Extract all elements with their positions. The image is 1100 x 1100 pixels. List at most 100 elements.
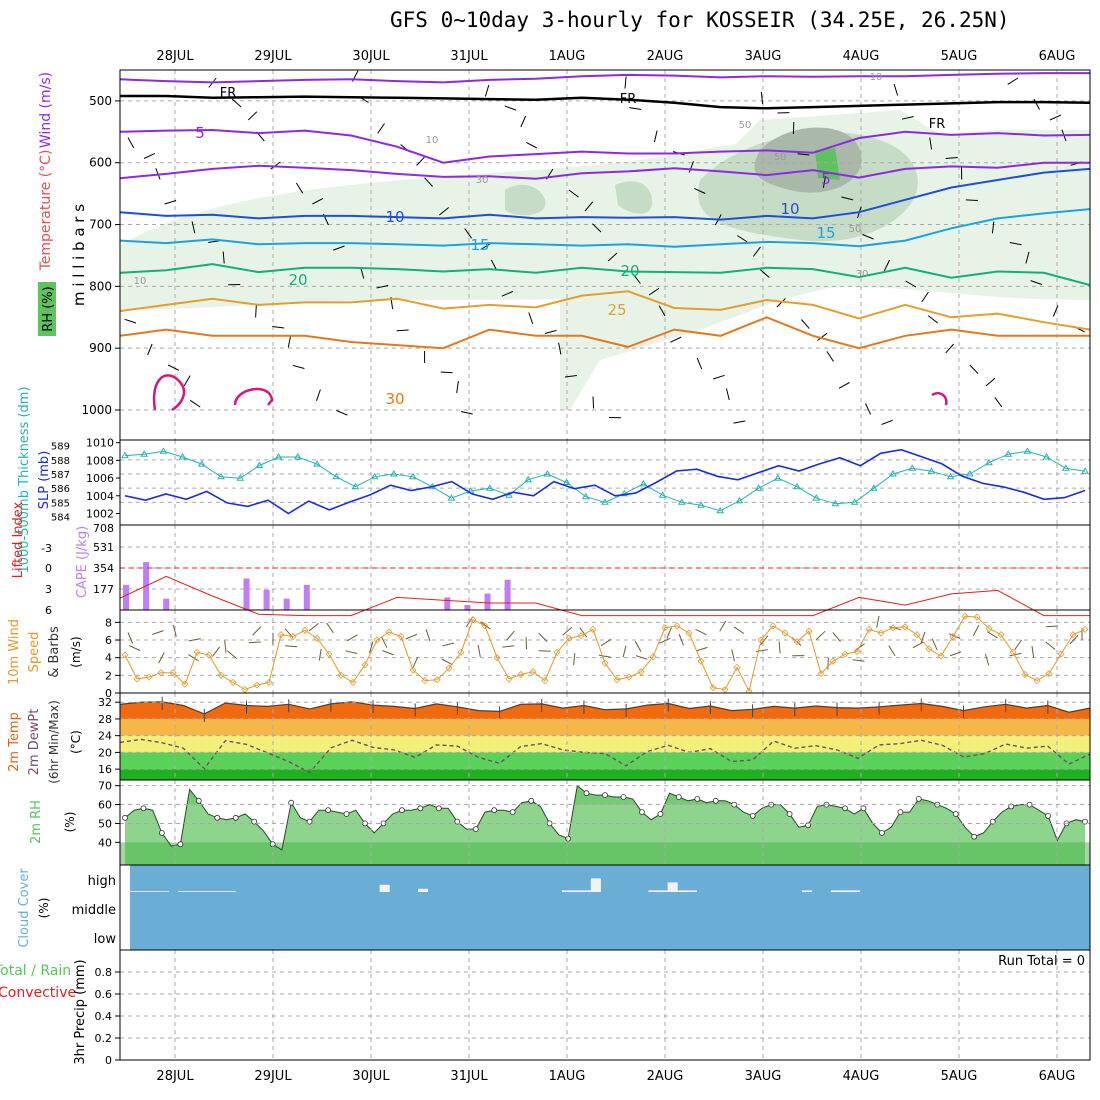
wind-point-36 bbox=[553, 648, 561, 656]
thickness-point-44 bbox=[965, 470, 974, 477]
thickness-point-32 bbox=[735, 496, 744, 504]
wind-barb-24 bbox=[412, 656, 419, 669]
wind-point-60 bbox=[841, 650, 849, 658]
slp-frame bbox=[119, 439, 1091, 526]
wind-barb-0 bbox=[127, 632, 134, 644]
wind-barb-37 bbox=[573, 653, 576, 666]
rh2m-point-12 bbox=[232, 814, 239, 821]
thickness-point-4 bbox=[197, 460, 206, 467]
upper-barb-97 bbox=[905, 280, 917, 288]
li-tick-3: 6 bbox=[45, 604, 52, 617]
upper-barb-116 bbox=[1052, 305, 1059, 317]
cape-bar-0 bbox=[123, 584, 129, 610]
wind-barb-58 bbox=[827, 657, 829, 670]
dewpt-line bbox=[119, 738, 1091, 774]
precip-tick-label-4: 0.8 bbox=[95, 966, 113, 979]
upper-barb-61 bbox=[607, 252, 618, 262]
upper-barb-80 bbox=[759, 269, 770, 278]
wind-point-15 bbox=[301, 626, 309, 634]
rh-contour-label-4: 50 bbox=[774, 152, 787, 163]
slp-line bbox=[124, 448, 1086, 515]
cloud-high-bar-2 bbox=[149, 891, 160, 892]
rh-contour-label-5: 50 bbox=[849, 224, 862, 235]
upper-barb-77 bbox=[733, 420, 746, 424]
isotherm-FR bbox=[120, 94, 1091, 110]
upper-barb-99 bbox=[921, 291, 929, 303]
upper-barb-87 bbox=[822, 175, 826, 188]
upper-barb-106 bbox=[965, 199, 978, 201]
thickness-point-14 bbox=[389, 470, 398, 477]
wind-point-70 bbox=[961, 612, 969, 620]
wind-point-17 bbox=[325, 650, 333, 658]
thickness-tick-5: 589 bbox=[51, 442, 70, 453]
rh-legend-swatch bbox=[38, 282, 56, 336]
wind-barb-71 bbox=[984, 653, 990, 666]
cape-bar-9 bbox=[303, 584, 310, 610]
wind-point-16 bbox=[313, 634, 321, 642]
rh-contour-label-7: 10 bbox=[134, 276, 147, 287]
wind-barb-42 bbox=[634, 641, 642, 653]
wind-speed-line bbox=[124, 615, 1086, 693]
wind-point-72 bbox=[985, 624, 993, 633]
precip-side-label-rain: Total / Rain bbox=[0, 963, 71, 979]
rh2m-point-64 bbox=[712, 797, 719, 804]
upper-barb-78 bbox=[752, 246, 761, 257]
wind-barb-36 bbox=[562, 626, 573, 636]
wind-barb-25 bbox=[425, 629, 431, 642]
upper-barb-57 bbox=[584, 201, 594, 212]
upper-barb-7 bbox=[183, 375, 191, 387]
isotherm-30C bbox=[119, 316, 1090, 350]
upper-barb-39 bbox=[440, 371, 453, 374]
temp-top-mask bbox=[120, 693, 1090, 714]
thickness-point-41 bbox=[908, 464, 917, 471]
rh2m-point-66 bbox=[731, 801, 738, 808]
upper-barb-26 bbox=[336, 410, 348, 416]
upper-barb-54 bbox=[558, 342, 562, 355]
upper-barb-1 bbox=[124, 318, 137, 324]
wind-barb-59 bbox=[832, 632, 841, 642]
wind-point-59 bbox=[829, 657, 837, 665]
rh2m-point-96 bbox=[1008, 803, 1015, 810]
upper-barb-82 bbox=[776, 298, 786, 308]
wind-barb-10 bbox=[248, 641, 261, 644]
thickness-point-40 bbox=[889, 470, 897, 477]
cloud-area bbox=[130, 865, 1090, 950]
temp-contour-label-0: 5 bbox=[195, 124, 205, 142]
wind-point-6 bbox=[193, 648, 201, 656]
thickness-point-11 bbox=[332, 472, 341, 480]
isotherm-5C bbox=[119, 161, 1090, 180]
wind-point-23 bbox=[397, 632, 405, 641]
rh2m-point-72 bbox=[786, 811, 793, 817]
thickness-line bbox=[124, 450, 1086, 512]
isotherm-20C bbox=[119, 263, 1091, 287]
wind-point-63 bbox=[877, 629, 885, 637]
rh2m-point-82 bbox=[879, 830, 885, 836]
cloud-ylabel-2: (%) bbox=[37, 898, 51, 919]
upper-barb-89 bbox=[841, 196, 854, 201]
upper-barb-21 bbox=[295, 182, 304, 194]
thickness-point-27 bbox=[639, 479, 648, 487]
wind-barb-26 bbox=[441, 658, 453, 666]
wind-point-61 bbox=[853, 647, 861, 656]
wind-barb-67 bbox=[931, 638, 938, 651]
wind-tick-label-1: 2 bbox=[105, 669, 112, 682]
thickness-point-50 bbox=[1081, 467, 1089, 474]
rh2m-tick-label-0: 40 bbox=[98, 836, 112, 849]
cape-tick-0: 708 bbox=[93, 522, 114, 535]
thickness-point-0 bbox=[121, 451, 129, 459]
rh2m-point-84 bbox=[897, 809, 904, 815]
wind-barb-78 bbox=[1069, 634, 1079, 645]
li-tick-1: 0 bbox=[45, 562, 52, 575]
upper-barb-70 bbox=[688, 161, 694, 173]
wind-point-26 bbox=[433, 676, 441, 684]
wind-point-8 bbox=[217, 671, 225, 679]
rh2m-point-0 bbox=[122, 814, 128, 821]
upper-barb-94 bbox=[881, 419, 893, 425]
wind-barb-60 bbox=[852, 659, 865, 662]
wind-point-24 bbox=[409, 666, 417, 674]
li-tick-2: 3 bbox=[45, 583, 52, 596]
upper-barb-8 bbox=[191, 221, 196, 234]
cape-bar-19 bbox=[504, 579, 511, 610]
wind-point-75 bbox=[1021, 670, 1029, 679]
rh2m-point-100 bbox=[1045, 813, 1051, 819]
